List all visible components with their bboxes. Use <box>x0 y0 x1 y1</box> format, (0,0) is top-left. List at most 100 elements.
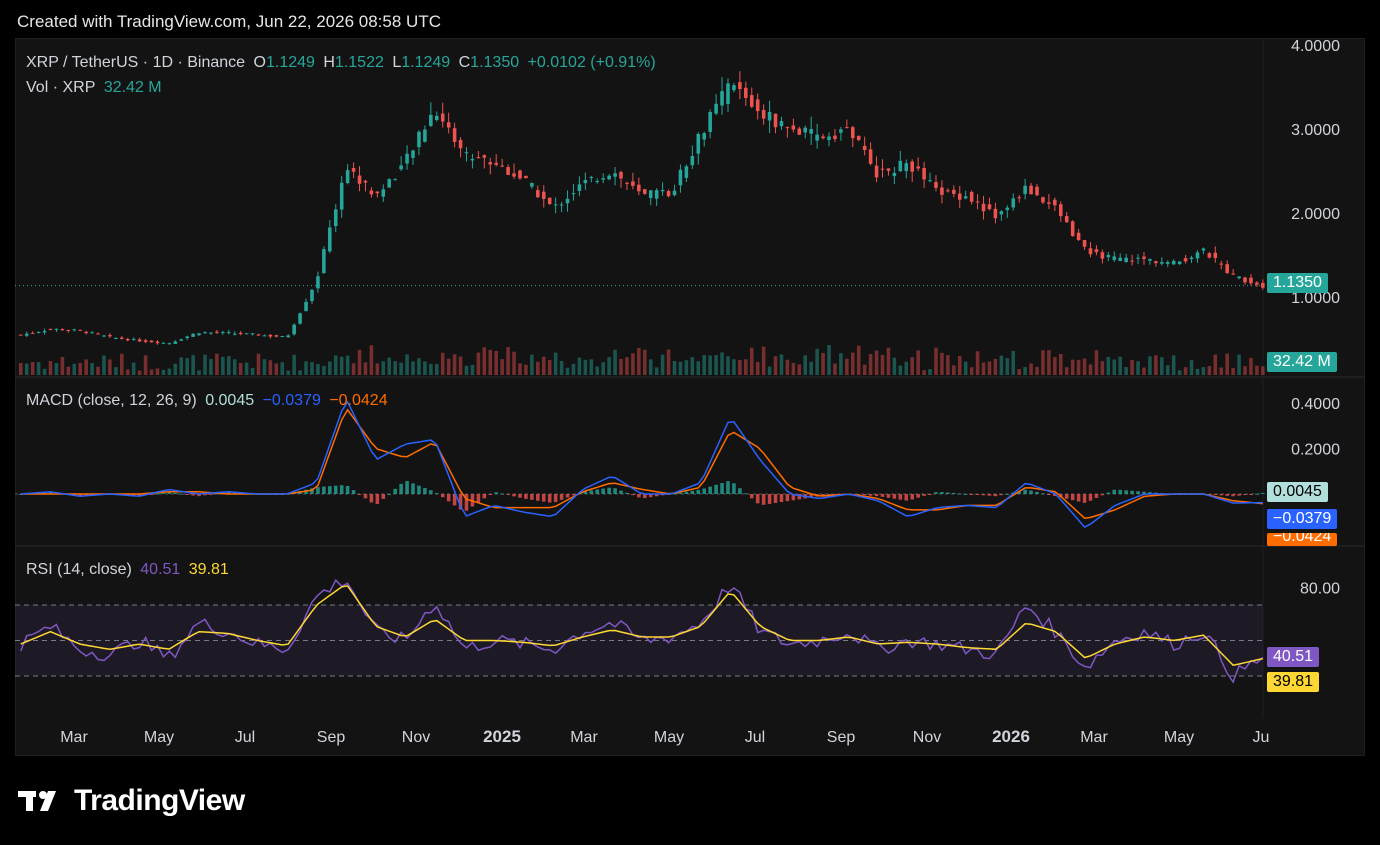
volume-bar <box>1142 367 1146 375</box>
price-candle <box>42 330 47 333</box>
volume-bar <box>910 357 914 375</box>
macd-histogram-bar <box>369 494 374 503</box>
price-candle <box>1094 249 1099 253</box>
macd-signal-line <box>20 408 1263 519</box>
volume-bar <box>577 357 582 375</box>
macd-histogram-bar <box>690 490 695 494</box>
price-candle <box>423 129 427 142</box>
price-candle <box>874 165 879 178</box>
volume-bar <box>940 352 944 375</box>
price-candle <box>357 175 362 184</box>
volume-bar <box>452 354 457 375</box>
volume-bar <box>874 350 879 375</box>
volume-bar <box>1249 357 1253 375</box>
volume-bar <box>720 352 724 375</box>
volume-bar <box>66 366 71 375</box>
macd-histogram-bar <box>880 494 885 497</box>
volume-bar <box>530 354 534 375</box>
volume-bar <box>886 347 891 375</box>
volume-bar <box>803 355 808 375</box>
volume-bar <box>399 362 403 375</box>
volume-bar <box>1160 357 1164 375</box>
price-candle <box>1059 204 1063 217</box>
volume-bar <box>345 355 350 375</box>
price-candle <box>1082 239 1087 247</box>
volume-bar <box>833 363 837 375</box>
price-candle <box>280 336 285 338</box>
price-candle <box>417 131 421 148</box>
volume-bar <box>161 369 166 375</box>
macd-histogram-bar <box>1053 494 1057 497</box>
volume-legend: Vol · XRP 32.42 M <box>26 79 166 97</box>
volume-bar <box>458 356 463 375</box>
volume-bar <box>987 361 992 375</box>
tradingview-brand[interactable]: TradingView <box>18 784 245 818</box>
volume-bar <box>197 370 201 375</box>
macd-histogram-bar <box>952 492 956 494</box>
volume-bar <box>946 355 950 375</box>
macd-histogram-bar <box>48 491 53 494</box>
volume-bar <box>209 359 213 375</box>
price-candle <box>940 187 944 195</box>
price-candle <box>399 165 403 170</box>
price-candle <box>1225 264 1229 274</box>
macd-histogram-bar <box>613 488 617 494</box>
volume-bar <box>500 359 504 375</box>
price-candle <box>250 333 255 335</box>
low-value: 1.1249 <box>401 54 451 71</box>
macd-histogram-bar <box>411 483 415 494</box>
macd-histogram-bar <box>720 482 724 494</box>
price-candle <box>131 339 136 341</box>
volume-bar <box>595 366 600 375</box>
price-candle <box>684 166 689 178</box>
volume-bar <box>339 356 344 375</box>
price-candle <box>363 180 368 183</box>
price-candle <box>369 190 374 195</box>
macd-histogram-bar <box>161 492 166 494</box>
macd-histogram-bar <box>423 487 427 494</box>
macd-axis-tick: 0.2000 <box>1291 442 1340 459</box>
volume-bar <box>1219 367 1224 375</box>
price-candle <box>387 179 392 188</box>
price-candle <box>345 170 350 184</box>
price-candle <box>821 136 825 139</box>
macd-histogram-bar <box>417 485 421 494</box>
macd-histogram-bar <box>987 494 992 496</box>
price-candle <box>696 134 701 154</box>
volume-bar <box>36 362 41 375</box>
price-candle <box>969 191 974 202</box>
volume-bar <box>845 358 849 375</box>
price-candle <box>96 333 100 335</box>
macd-histogram-bar <box>625 492 629 494</box>
price-candle <box>827 136 831 141</box>
macd-histogram-bar <box>761 494 766 505</box>
price-candle <box>500 165 504 167</box>
macd-histogram-bar <box>755 494 760 504</box>
price-candle <box>262 335 267 337</box>
volume-bar <box>304 361 308 375</box>
price-candle <box>880 168 885 170</box>
macd-histogram-bar <box>1029 490 1033 494</box>
macd-signal-value: −0.0424 <box>329 392 388 409</box>
macd-histogram-bar <box>595 489 600 494</box>
price-candle <box>298 313 302 324</box>
volume-bar <box>791 362 796 375</box>
volume-bar <box>892 357 897 375</box>
macd-line-tag: −0.0379 <box>1267 509 1338 529</box>
macd-histogram-bar <box>565 494 570 498</box>
price-candle <box>1011 198 1016 208</box>
macd-histogram-bar <box>934 492 938 494</box>
price-candle <box>892 172 897 177</box>
volume-bar <box>137 370 142 375</box>
price-candle <box>767 111 772 121</box>
price-candle <box>215 331 219 333</box>
macd-histogram-bar <box>1088 494 1093 501</box>
volume-bar <box>1225 353 1229 375</box>
macd-histogram-bar <box>821 494 825 496</box>
macd-histogram-bar <box>1136 491 1140 494</box>
price-candle <box>1029 185 1033 195</box>
price-candle <box>720 91 724 106</box>
macd-histogram-bar <box>678 492 683 494</box>
price-candle <box>440 113 445 122</box>
